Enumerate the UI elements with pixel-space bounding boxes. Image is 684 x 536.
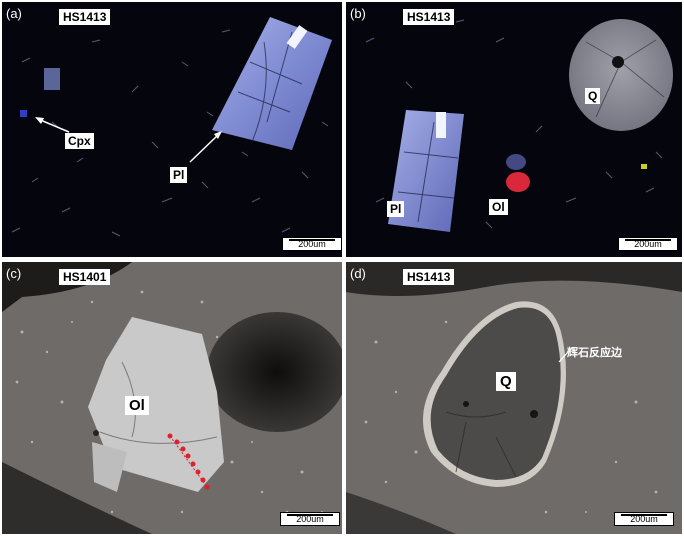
olivine-crystal [506,154,530,192]
panel-d-micrograph [346,262,682,534]
panel-b: (b) HS1413 Q Pl Ol 200um [346,2,682,257]
panel-b-tag: (b) [350,6,366,21]
analysis-point-traverse [167,433,210,490]
panel-c-sample-id: HS1401 [59,269,111,285]
panel-a-scale-bar: 200um [282,237,342,251]
panel-d-tag: (d) [350,266,366,281]
panel-a-tag: (a) [6,6,22,21]
plagioclase-crystal [212,17,332,150]
panel-d-sample-id: HS1413 [403,269,455,285]
quartz-grain-with-rim [423,301,566,487]
olivine-grain [88,317,224,492]
cpx-label: Cpx [65,133,94,149]
panel-c-micrograph [2,262,342,534]
ol-label-b: Ol [489,199,508,215]
panel-c-scale-bar: 200um [280,512,340,526]
panel-c: (c) HS1401 Ol 200um [2,262,342,534]
panel-a-micrograph [11,17,332,237]
q-label-b: Q [585,88,601,104]
q-label-d: Q [496,372,516,391]
panel-a-scale-text: 200um [298,239,326,249]
panel-a-sample-id: HS1413 [59,9,111,25]
panel-d: (d) HS1413 Q 辉石反应边 200um [346,262,682,534]
panel-c-scale-text: 200um [296,514,324,524]
reaction-rim-label: 辉石反应边 [567,346,622,359]
pl-label-a: Pl [170,167,188,183]
ol-label-c: Ol [125,396,149,415]
panel-d-scale-bar: 200um [614,512,674,526]
pl-label-b: Pl [387,201,405,217]
panel-d-scale-text: 200um [630,514,658,524]
plagioclase-crystal-b [388,110,464,232]
panel-b-micrograph [365,19,673,232]
panel-c-tag: (c) [6,266,22,281]
panel-b-sample-id: HS1413 [403,9,455,25]
quartz-crystal [569,19,673,131]
panel-a: (a) HS1413 Cpx Pl 200um [2,2,342,257]
panel-b-scale-text: 200um [634,239,662,249]
panel-b-scale-bar: 200um [618,237,678,251]
